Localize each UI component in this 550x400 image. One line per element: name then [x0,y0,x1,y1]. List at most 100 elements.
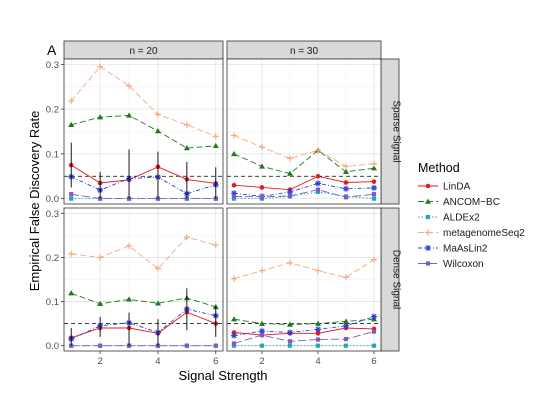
data-point [98,196,103,201]
data-point [154,111,161,118]
data-point [259,343,265,348]
series-line [71,114,216,149]
data-point [97,63,104,70]
column-strip-label: n = 20 [129,46,158,57]
y-tick-label: 0.0 [46,194,59,205]
panel-border [226,207,382,352]
series-line [71,193,216,200]
data-point [183,234,190,241]
legend-label: MaAsLin2 [443,244,488,255]
data-point [315,320,321,326]
legend-label: LinDA [443,182,471,193]
data-point [231,343,237,348]
y-tick-label: 0.1 [46,297,59,308]
data-point [315,189,321,195]
panel-border [226,58,382,205]
legend-label: Wilcoxon [443,259,484,270]
x-tick-label: 2 [97,356,102,367]
data-point [259,333,265,338]
legend-item: ANCOM−BC [418,197,500,208]
data-point [183,145,190,151]
legend-label: ALDEx2 [443,213,480,224]
data-point [343,343,349,348]
data-point [154,128,161,134]
data-point [231,194,237,199]
series-line [233,182,375,197]
data-point [259,144,265,151]
legend-key-marker [425,261,431,266]
data-point [259,185,265,190]
series-line [233,327,375,336]
x-axis-title: Signal Strength [179,368,268,383]
legend-key-marker [425,198,431,204]
x-tick-label: 2 [259,356,264,367]
data-point [259,194,265,199]
data-point [315,337,321,342]
data-point [155,196,161,201]
data-point [343,318,349,324]
data-point [68,121,75,127]
data-point [343,163,349,170]
data-point [371,256,377,263]
data-point [259,267,265,274]
panels-layer: n = 20 n = 30 Sparse Signal Dense Signal 0.0… [46,40,402,367]
data-point [287,321,293,327]
y-tick-label: 0.2 [46,253,59,264]
series-line [233,318,375,325]
facet-panel [63,207,224,352]
series-line [234,191,375,200]
data-point [343,322,349,329]
data-point [315,326,321,333]
series-line [233,259,375,280]
data-point [212,133,219,140]
legend-item: Wilcoxon [418,259,484,270]
data-point [287,193,293,199]
legend-item: ALDEx2 [418,213,480,224]
data-point [287,329,293,336]
data-point [231,150,237,157]
data-point [287,259,293,266]
data-point [315,331,321,336]
y-tick-label: 0.2 [46,105,59,116]
row-strip-label: Sparse Signal [391,100,402,162]
facet-panel [226,207,382,352]
y-tick-label: 0.1 [46,149,59,160]
y-tick-label: 0.3 [46,209,59,220]
data-point [68,250,75,257]
data-point [126,112,133,118]
data-point [97,254,104,261]
data-point [259,163,265,169]
data-point [213,343,218,348]
legend-title: Method [418,161,460,175]
data-point [231,196,237,201]
data-point [343,168,349,174]
data-point [371,184,377,191]
data-point [371,179,377,184]
data-point [231,190,237,197]
series-line [233,149,375,175]
series-line [71,236,216,270]
data-point [154,265,161,272]
row-strip-label: Dense Signal [391,250,402,309]
panel-border [63,58,224,205]
legend-key-marker [425,245,431,251]
data-point [154,300,161,306]
data-point [343,185,349,192]
data-point [68,98,75,105]
panel-border [63,207,224,352]
data-point [287,170,293,176]
series-line [71,311,216,339]
legend: Method LinDA ANCOM−BC ALDEx2 metagenomeSeq2… [418,161,525,270]
data-point [315,147,321,154]
x-tick-label: 4 [315,356,320,367]
data-point [371,192,377,197]
series-line [70,66,216,137]
data-point [343,195,349,200]
data-point [126,242,133,249]
x-tick-label: 6 [213,356,218,367]
series-line [233,316,375,337]
data-point [343,274,349,281]
data-point [315,267,321,274]
data-point [97,300,104,306]
data-point [126,196,132,201]
